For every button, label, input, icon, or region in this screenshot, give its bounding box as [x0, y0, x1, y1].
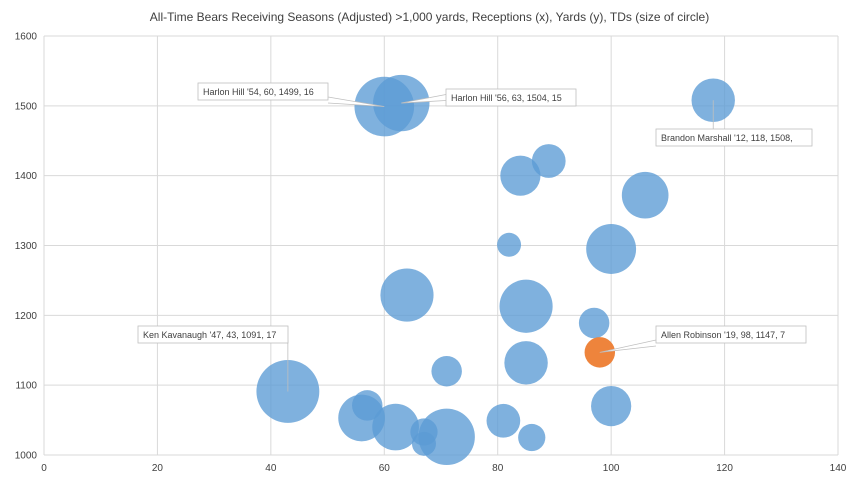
bubble [500, 155, 541, 196]
y-tick-label: 1500 [15, 101, 38, 112]
bubble [518, 423, 546, 452]
bubble [352, 390, 383, 421]
callout-box [137, 325, 289, 344]
x-tick-label: 20 [152, 463, 164, 474]
bubble [380, 268, 434, 322]
callout-pointer [327, 96, 385, 107]
x-tick-label: 100 [603, 463, 620, 474]
bubble [499, 279, 553, 333]
bubble [411, 431, 436, 456]
callouts: Harlon Hill '54, 60, 1499, 16 Harlon Hill… [137, 82, 813, 392]
x-tick-label: 80 [492, 463, 504, 474]
x-tick-label: 140 [830, 463, 847, 474]
y-tick-label: 1600 [15, 32, 38, 43]
bubble [372, 403, 419, 451]
bubble [497, 232, 522, 257]
y-tick-label: 1000 [15, 451, 38, 462]
callout-label: Ken Kavanaugh '47, 43, 1091, 17 [143, 330, 276, 340]
callout-label: Harlon Hill '56, 63, 1504, 15 [451, 93, 562, 103]
callout-box [655, 325, 807, 344]
callout-pointer [599, 339, 657, 353]
bubble [578, 307, 610, 339]
x-tick-label: 60 [379, 463, 391, 474]
bubble [691, 78, 735, 122]
bubble [531, 144, 566, 178]
bubble [504, 341, 548, 385]
callout-box [197, 82, 329, 101]
bubble [486, 403, 521, 438]
bubble [621, 171, 669, 219]
y-tick-label: 1300 [15, 241, 38, 252]
callout-label: Brandon Marshall '12, 118, 1508, [661, 133, 793, 143]
y-tick-label: 1400 [15, 171, 38, 182]
x-tick-label: 0 [41, 463, 47, 474]
chart-title: All-Time Bears Receiving Seasons (Adjust… [149, 10, 710, 24]
bubble [586, 224, 637, 274]
bubble [431, 355, 462, 387]
callout-pointer [401, 94, 447, 104]
callout-box [655, 128, 813, 147]
x-tick-label: 120 [716, 463, 733, 474]
bubble [591, 386, 632, 427]
y-tick-label: 1100 [15, 381, 37, 392]
callout-label: Allen Robinson '19, 98, 1147, 7 [661, 330, 785, 340]
axis-ticks: 0 20 40 60 80 100 120 140 1000 1100 1200 1300 1400 15… [15, 32, 847, 475]
callout-label: Harlon Hill '54, 60, 1499, 16 [203, 87, 314, 97]
callout-box [445, 88, 577, 107]
x-tick-label: 40 [265, 463, 277, 474]
y-tick-label: 1200 [15, 311, 38, 322]
